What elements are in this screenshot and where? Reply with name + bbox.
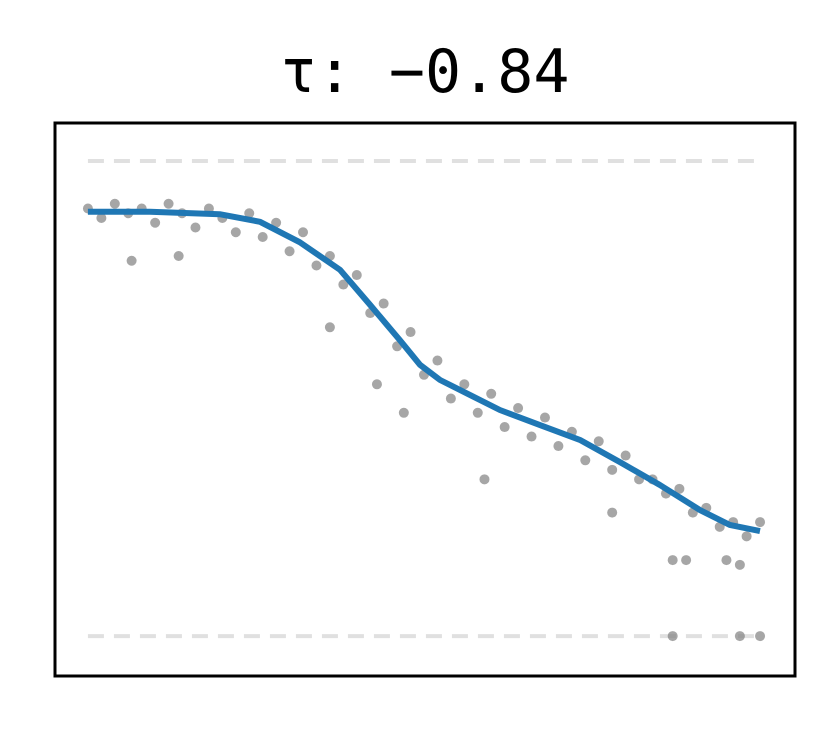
- data-point: [284, 246, 295, 257]
- data-point: [163, 198, 174, 209]
- data-point: [472, 407, 483, 418]
- data-point: [513, 403, 524, 414]
- data-point: [667, 631, 678, 642]
- data-point: [479, 474, 490, 485]
- data-point: [190, 222, 201, 233]
- chart-title: τ: −0.84: [281, 37, 570, 107]
- data-point: [620, 450, 631, 461]
- data-point: [398, 407, 409, 418]
- data-point: [445, 393, 456, 404]
- data-point: [432, 355, 443, 366]
- data-point: [681, 555, 692, 566]
- data-point: [351, 270, 362, 281]
- data-point: [755, 631, 766, 642]
- data-point: [667, 555, 678, 566]
- data-point: [539, 412, 550, 423]
- data-point: [607, 507, 618, 518]
- data-point: [173, 251, 184, 262]
- data-point: [109, 198, 120, 209]
- data-point: [499, 422, 510, 433]
- data-point: [298, 227, 309, 238]
- plot-frame: [53, 121, 797, 678]
- data-point: [734, 631, 745, 642]
- data-point: [593, 436, 604, 447]
- data-point: [338, 279, 349, 290]
- data-point: [150, 217, 161, 228]
- data-point: [580, 455, 591, 466]
- data-point: [257, 232, 268, 243]
- data-point: [459, 379, 470, 390]
- data-point: [721, 555, 732, 566]
- data-point: [405, 327, 416, 338]
- data-point: [311, 260, 322, 271]
- data-point: [755, 517, 766, 528]
- data-point: [230, 227, 241, 238]
- fit-line: [87, 208, 761, 535]
- data-point: [324, 322, 335, 333]
- data-point: [607, 464, 618, 475]
- data-point: [126, 255, 137, 266]
- data-point: [378, 298, 389, 309]
- data-point: [526, 431, 537, 442]
- data-point: [371, 379, 382, 390]
- data-point: [734, 559, 745, 570]
- data-point: [674, 483, 685, 494]
- data-point: [244, 208, 255, 219]
- data-point: [741, 531, 752, 542]
- data-point: [486, 388, 497, 399]
- data-point: [553, 441, 564, 452]
- data-point: [96, 213, 107, 224]
- data-point: [271, 217, 282, 228]
